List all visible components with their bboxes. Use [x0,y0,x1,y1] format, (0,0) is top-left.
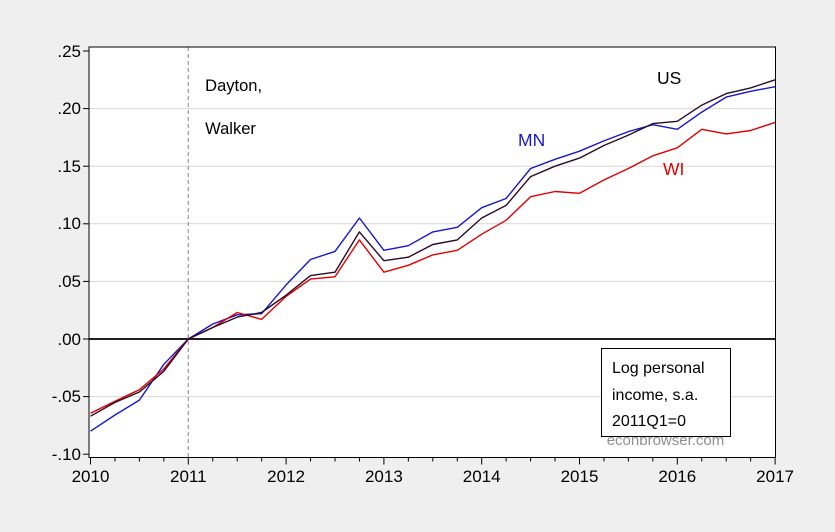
note-box-line2: income, s.a. [612,386,699,404]
y-tick-label: .15 [57,156,81,176]
x-tick-label: 2011 [170,467,207,486]
x-tick-label: 2016 [658,467,697,486]
y-tick-label: .10 [57,214,81,234]
dayton-walker-line2: Walker [205,119,256,138]
note-box-line3: 2011Q1=0 [612,413,686,430]
x-tick-label: 2013 [364,467,403,486]
note-box-line1: Log personal [612,360,705,377]
x-tick-label: 2015 [560,467,599,486]
x-tick-label: 2014 [462,467,501,486]
x-tick-label: 2010 [71,467,110,486]
y-tick-label: .20 [57,99,81,119]
mn-line [90,86,776,432]
y-tick-label: .05 [57,271,81,291]
note-box: Log personal income, s.a. 2011Q1=0 [601,348,731,437]
x-tick-label: 2017 [756,467,794,486]
y-tick-label: -.05 [51,387,81,407]
y-tick-label: -.10 [51,444,81,464]
wi-series-label: WI [663,159,685,179]
y-tick-label: .25 [57,41,81,61]
us-series-label: US [657,68,682,88]
mn-series-label: MN [518,130,546,150]
y-tick-label: .00 [57,329,81,349]
us-line [90,79,776,417]
dayton-walker-annotation: Dayton, Walker [196,54,262,140]
plot-frame [88,46,776,458]
dayton-walker-line1: Dayton, [205,76,263,95]
x-tick-label: 2012 [267,467,305,486]
